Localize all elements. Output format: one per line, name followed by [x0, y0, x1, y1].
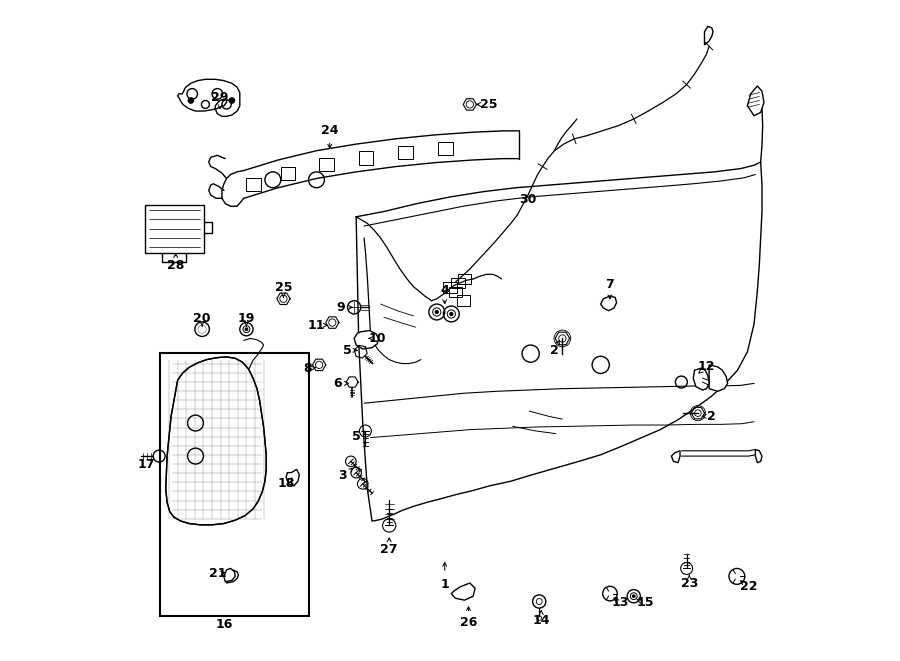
- Bar: [438, 142, 453, 155]
- Circle shape: [230, 98, 235, 103]
- Polygon shape: [177, 79, 239, 116]
- Bar: [399, 146, 413, 159]
- Text: 13: 13: [612, 596, 629, 609]
- Bar: [281, 167, 295, 180]
- Polygon shape: [747, 86, 764, 116]
- Text: 21: 21: [209, 567, 226, 580]
- Text: 5: 5: [343, 344, 352, 357]
- Text: 6: 6: [333, 377, 342, 390]
- Text: 30: 30: [519, 193, 536, 206]
- Text: 3: 3: [338, 469, 347, 483]
- Text: 25: 25: [274, 281, 292, 294]
- Text: 26: 26: [460, 616, 477, 629]
- Polygon shape: [705, 26, 713, 45]
- Polygon shape: [451, 583, 475, 600]
- Text: 9: 9: [337, 301, 346, 314]
- Text: 29: 29: [212, 91, 229, 104]
- Text: 1: 1: [440, 578, 449, 592]
- Circle shape: [201, 328, 203, 330]
- Circle shape: [450, 313, 453, 315]
- Polygon shape: [355, 330, 379, 349]
- Polygon shape: [600, 296, 617, 311]
- Polygon shape: [166, 357, 266, 525]
- Circle shape: [245, 328, 248, 330]
- Circle shape: [188, 98, 194, 103]
- Bar: [320, 158, 334, 171]
- Bar: [456, 295, 470, 306]
- Text: 15: 15: [636, 596, 653, 609]
- Text: 18: 18: [277, 477, 295, 490]
- Circle shape: [436, 311, 438, 313]
- Polygon shape: [755, 449, 762, 463]
- Text: 14: 14: [533, 613, 550, 627]
- Text: 27: 27: [381, 543, 398, 557]
- Text: 4: 4: [440, 284, 449, 297]
- Bar: [451, 278, 464, 288]
- Text: 25: 25: [480, 98, 497, 111]
- Text: 16: 16: [215, 618, 232, 631]
- Bar: [449, 287, 462, 297]
- Polygon shape: [286, 469, 300, 486]
- Text: 12: 12: [698, 360, 716, 373]
- Bar: [145, 205, 204, 253]
- Text: 23: 23: [680, 576, 698, 590]
- Text: 22: 22: [740, 580, 758, 594]
- Bar: [359, 151, 374, 165]
- Text: 17: 17: [137, 457, 155, 471]
- Text: 5: 5: [352, 430, 361, 443]
- Bar: [247, 178, 261, 191]
- Circle shape: [633, 595, 634, 598]
- Text: 11: 11: [308, 319, 325, 332]
- Bar: [458, 274, 472, 284]
- Text: 7: 7: [606, 278, 615, 291]
- Text: 2: 2: [550, 344, 559, 357]
- Circle shape: [199, 326, 205, 332]
- Text: 20: 20: [194, 312, 211, 325]
- Polygon shape: [709, 365, 727, 391]
- Bar: [444, 282, 456, 293]
- Text: 8: 8: [303, 362, 312, 375]
- Text: 19: 19: [238, 312, 255, 325]
- Polygon shape: [693, 368, 709, 390]
- Polygon shape: [227, 570, 239, 583]
- Polygon shape: [224, 568, 235, 582]
- Bar: [160, 353, 310, 616]
- Text: 28: 28: [167, 259, 184, 272]
- Text: 2: 2: [706, 410, 716, 423]
- Text: 10: 10: [368, 332, 386, 345]
- Polygon shape: [671, 451, 680, 463]
- Text: 24: 24: [321, 124, 338, 137]
